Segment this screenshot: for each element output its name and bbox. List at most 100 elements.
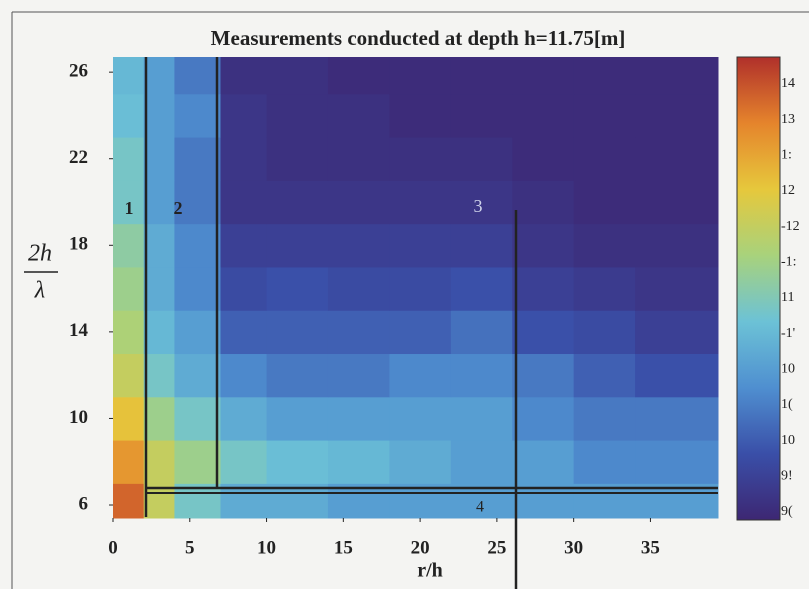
heatmap-cell (573, 93, 636, 138)
x-axis-label: r/h (417, 560, 443, 582)
heatmap-cell (266, 266, 329, 311)
heatmap-cell (113, 483, 145, 519)
heatmap-cell (266, 396, 329, 441)
heatmap-cell (174, 57, 221, 95)
heatmap-cell (327, 93, 390, 138)
heatmap-cell (635, 310, 719, 355)
heatmap-cell (113, 310, 145, 355)
heatmap-cell (389, 396, 452, 441)
heatmap-cell (113, 396, 145, 441)
heatmap-cell (450, 180, 513, 225)
y-axis-label: 2h (28, 241, 52, 267)
heatmap-cell (512, 440, 575, 484)
heatmap-cell (389, 266, 452, 311)
heatmap-cell (143, 57, 175, 95)
heatmap-cell (113, 223, 145, 268)
heatmap-cell (389, 353, 452, 398)
heatmap-cell (573, 57, 636, 95)
heatmap-cell (143, 137, 175, 181)
heatmap-cell (266, 57, 329, 95)
heatmap-cell (174, 353, 221, 398)
colorbar (736, 56, 781, 521)
heatmap-cell (220, 180, 268, 225)
y-axis-label: λ (34, 278, 45, 304)
heatmap-cell (113, 353, 145, 398)
heatmap-cell (174, 310, 221, 355)
heatmap-cell (327, 137, 390, 181)
x-tick-label: 15 (334, 537, 353, 558)
heatmap-cell (143, 266, 175, 311)
x-tick-label: 35 (641, 537, 660, 558)
heatmap-cell (450, 396, 513, 441)
heatmap-cell (220, 266, 268, 311)
heatmap-cell (143, 440, 175, 484)
heatmap-cell (113, 57, 145, 95)
heatmap-cell (635, 266, 719, 311)
heatmap-cell (573, 396, 636, 441)
heatmap-cell (174, 396, 221, 441)
heatmap-cell (450, 310, 513, 355)
heatmap-cell (266, 310, 329, 355)
heatmap-cell (512, 310, 575, 355)
x-tick-label: 5 (185, 537, 195, 558)
colorbar-label: 9! (781, 469, 793, 484)
y-tick-label: 14 (69, 320, 89, 341)
heatmap-cell (266, 353, 329, 398)
heatmap-cell (573, 223, 636, 268)
heatmap-cell (327, 180, 390, 225)
colorbar-label: 11 (781, 290, 794, 305)
colorbar-label: 14 (781, 76, 795, 91)
heatmap (113, 57, 719, 519)
heatmap-cell (389, 180, 452, 225)
heatmap-cell (389, 57, 452, 95)
heatmap-cell (143, 223, 175, 268)
colorbar-label: 1( (781, 397, 793, 412)
heatmap-cell (174, 266, 221, 311)
heatmap-cell (220, 440, 268, 484)
heatmap-cell (143, 310, 175, 355)
y-tick-label: 22 (69, 147, 88, 168)
x-tick-label: 30 (564, 537, 583, 558)
heatmap-cell (512, 57, 575, 95)
chart-title: Measurements conducted at depth h=11.75[… (211, 26, 626, 50)
heatmap-cell (450, 57, 513, 95)
heatmap-cell (113, 180, 145, 225)
heatmap-cell (573, 310, 636, 355)
heatmap-cell (573, 266, 636, 311)
heatmap-cell (573, 180, 636, 225)
heatmap-cell (450, 137, 513, 181)
heatmap-cell (635, 223, 719, 268)
heatmap-cell (450, 93, 513, 138)
x-tick-label: 25 (487, 537, 506, 558)
heatmap-cell (220, 396, 268, 441)
heatmap-cell (512, 266, 575, 311)
heatmap-cell (327, 57, 390, 95)
heatmap-cell (174, 180, 221, 225)
heatmap-cell (635, 396, 719, 441)
y-tick-label: 26 (69, 61, 88, 82)
heatmap-cell (635, 93, 719, 138)
heatmap-cell (220, 137, 268, 181)
heatmap-cell (573, 137, 636, 181)
x-tick-label: 20 (411, 537, 430, 558)
colorbar-label: -12 (781, 219, 800, 234)
heatmap-cell (635, 440, 719, 484)
heatmap-cell (512, 137, 575, 181)
heatmap-cell (143, 93, 175, 138)
heatmap-cell (512, 93, 575, 138)
colorbar-label: -1' (781, 326, 795, 341)
heatmap-cell (389, 223, 452, 268)
colorbar-label: 10 (781, 362, 795, 377)
heatmap-cell (573, 440, 636, 484)
colorbar-label: 1: (781, 148, 792, 163)
y-tick-label: 18 (69, 234, 88, 255)
heatmap-cell (327, 353, 390, 398)
colorbar-label: 9( (781, 504, 793, 519)
x-tick-label: 0 (108, 537, 118, 558)
heatmap-cell (266, 93, 329, 138)
heatmap-cell (450, 440, 513, 484)
colorbar-label: -1: (781, 255, 797, 270)
heatmap-cell (174, 137, 221, 181)
heatmap-cell (389, 93, 452, 138)
